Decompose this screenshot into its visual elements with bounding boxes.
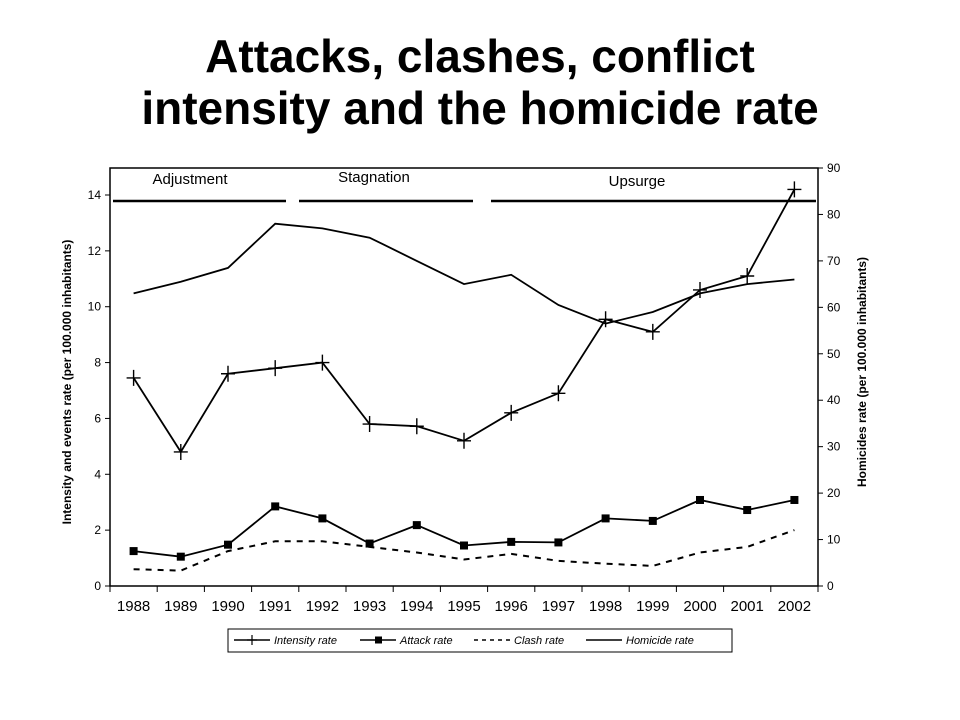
attack-rate-point [318,514,327,523]
attack-rate-point [224,540,232,549]
x-axis-tick-label: 1988 [117,598,150,615]
right-axis-tick-label: 0 [827,579,834,593]
x-axis-tick-label: 1994 [400,598,433,615]
intensity-rate-point [173,443,188,460]
left-axis-tick-label: 14 [88,188,102,202]
axes: 0 2 4 6 8 10 12 14 0 10 20 30 40 50 60 70 80 90 1988 1989 19… [60,161,869,615]
intensity-rate-point [551,385,566,402]
intensity-rate-point [504,404,519,421]
intensity-rate-point [268,360,283,377]
plot-area-border [109,167,819,587]
chart-title: Attacks, clashes, conflict intensity and… [0,30,960,134]
x-axis-tick-label: 1990 [211,598,244,615]
intensity-rate-point [221,365,235,382]
intensity-rate-legend-marker [247,635,257,645]
intensity-rate-point [645,323,660,340]
attack-rate-point [365,539,374,548]
attack-rate-point [790,495,799,504]
period-label: Adjustment [152,171,228,188]
homicide-rate-legend-label: Homicide rate [626,635,694,647]
period-label: Upsurge [609,173,666,190]
x-axis-tick-label: 2001 [731,598,764,615]
intensity-rate-point [457,432,471,449]
x-axis-tick-label: 1991 [259,598,292,615]
intensity-rate-point [362,416,377,433]
x-axis-tick-label: 1997 [542,598,575,615]
attack-rate-point [129,547,138,556]
x-axis-tick-label: 1995 [447,598,480,615]
x-axis-tick-label: 2002 [778,598,811,615]
x-axis-tick-label: 1992 [306,598,339,615]
right-axis-tick-label: 60 [827,300,841,314]
right-axis-tick-label: 30 [827,440,841,454]
title-line-1: Attacks, clashes, conflict [205,30,755,82]
intensity-rate-line [132,188,796,454]
plot-frame [109,167,819,587]
legend-box [227,628,733,653]
intensity-rate-point [315,354,330,371]
attack-rate-legend-label: Attack rate [399,635,453,647]
clash-rate-line [133,529,795,572]
right-axis-tick-label: 10 [827,533,841,547]
attack-rate-point [271,502,280,511]
period-label: Stagnation [338,169,410,186]
right-axis-tick-label: 90 [827,161,841,175]
intensity-rate-legend-label: Intensity rate [274,635,337,647]
left-axis-tick-label: 6 [94,411,101,425]
attack-rate-point [176,552,185,561]
intensity-rate-point [787,181,802,198]
attack-rate-legend-marker [375,636,382,644]
x-axis-tick-label: 1993 [353,598,386,615]
x-axis-tick-label: 1996 [495,598,528,615]
intensity-rate-point [126,369,141,386]
x-axis-tick-label: 1999 [636,598,669,615]
x-axis-tick-label: 1998 [589,598,622,615]
period-annotations: Adjustment Stagnation Upsurge [113,169,816,203]
right-axis-tick-label: 40 [827,393,841,407]
intensity-rate-point [693,281,707,298]
homicide-rate-line [133,222,795,325]
data-series [126,181,802,572]
clash-rate-legend-label: Clash rate [514,635,564,647]
right-axis-tick-label: 50 [827,347,841,361]
right-axis-title: Homicides rate (per 100.000 inhabitants) [855,257,869,487]
attack-rate-point [601,514,610,523]
attack-rate-point [412,521,421,530]
right-axis-tick-label: 70 [827,254,841,268]
left-axis-tick-label: 4 [94,467,101,481]
attack-rate-point [507,537,516,546]
attack-rate-point [554,538,563,547]
attack-rate-point [743,506,752,515]
attack-rate-point [696,495,704,504]
left-axis-title: Intensity and events rate (per 100.000 i… [60,240,74,525]
right-axis-tick-label: 80 [827,207,841,221]
left-axis-tick-label: 8 [94,356,101,370]
left-axis-tick-label: 12 [88,244,102,258]
intensity-rate-point [740,267,755,284]
title-line-2: intensity and the homicide rate [141,82,819,134]
left-axis-tick-label: 2 [94,523,101,537]
x-axis-tick-label: 1989 [164,598,197,615]
legend: Intensity rate Attack rate Clash rate Homic… [227,628,733,653]
intensity-rate-point [598,311,613,328]
left-axis-tick-label: 10 [88,300,102,314]
attack-rate-point [648,516,657,525]
left-axis-tick-label: 0 [94,579,101,593]
intensity-rate-point [409,418,424,435]
right-axis-tick-label: 20 [827,486,841,500]
attack-rate-point [460,541,468,550]
x-axis-tick-label: 2000 [683,598,716,615]
